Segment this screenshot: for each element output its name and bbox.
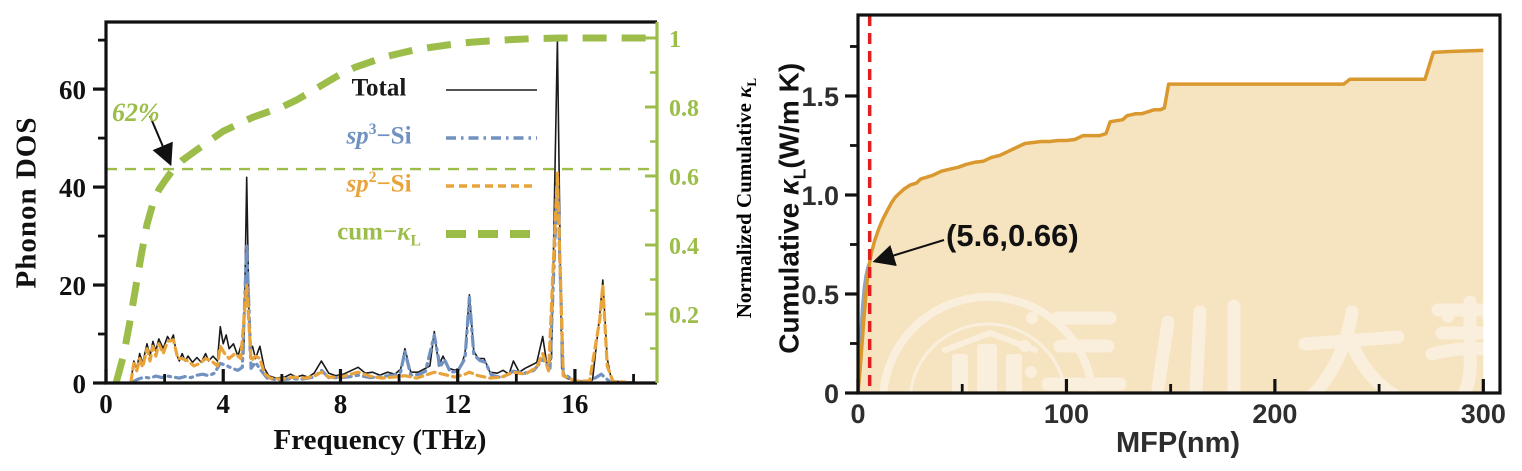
left-x-axis-title: Frequency (THz) [273,424,487,456]
y-left-tick-label: 0 [73,369,87,399]
units-text: (W/m K) [773,62,805,169]
y-tick-label: 0.5 [801,280,839,310]
x-tick-label: 300 [1461,399,1506,429]
series-cum-kappa-L [112,34,652,383]
x-tick-label: 16 [561,389,588,419]
right-y-axis-title: Cumulative κL(W/m K) [774,0,811,423]
legend-line-sample-sp3-si [446,136,537,140]
watermark-calligraphy-dot [1019,340,1031,352]
watermark-calligraphy-stroke [1425,341,1511,361]
legend-label-cum-kappa: cum−κL [337,218,421,250]
watermark-seal-inner-ring [908,322,1068,471]
legend-item-sp3-si: sp3−Si [320,114,539,162]
y-right-tick-label: 0.6 [669,165,699,191]
legend-line-sample-total [446,89,537,91]
x-tick-label: 4 [216,389,230,419]
secondary-axis-title-text: Normalized Cumulative [731,97,756,319]
legend-item-cum-kappa: cum−κL [320,210,539,258]
y-left-tick-label: 20 [59,271,86,301]
watermark-seal-pediment [942,329,1038,353]
legend: Total sp3−Si sp2−Si cum−κL [320,66,539,258]
watermark-seal-column [1006,354,1022,408]
kappa-symbol: κ [773,179,805,196]
annotation-arrow-62 [149,115,173,167]
watermark-calligraphy-stroke [1151,315,1175,395]
y-right-tick-label: 0.4 [669,234,699,260]
legend-item-total: Total [320,66,539,114]
phonon-dos-chart: 0 4 8 12 16 0 20 40 60 0.2 0.4 0.6 0.8 1 [59,20,699,419]
y-tick-label: 1.5 [801,82,839,112]
watermark-seal-column [952,354,968,408]
watermark-graphic [879,293,1511,471]
series-total [130,39,635,383]
y-left-tick-label: 40 [59,173,86,203]
y-tick-label: 0 [824,379,839,409]
area-fill-cumulative-kappa [858,50,1484,394]
y-right-tick-label: 0.8 [669,96,699,122]
watermark-calligraphy-stroke [1189,305,1207,399]
series-sp2-Si [129,170,627,384]
y-right-tick-label: 1 [669,27,681,53]
right-chart-frame [856,13,1502,395]
kappa-symbol: κ [731,86,756,98]
cumulative-kappa-chart: 0 100 200 300 0 0.5 1.0 1.5 [801,13,1511,471]
legend-item-sp2-si: sp2−Si [320,162,539,210]
watermark-seal-column [977,344,997,398]
left-chart-frame [104,20,657,385]
y-left-tick-label: 60 [59,75,86,105]
kappa-subscript: L [789,168,810,180]
legend-label-sp2-si: sp2−Si [346,169,412,198]
watermark-calligraphy-dot [1482,311,1494,323]
right-axis-title-text: Cumulative [773,195,805,354]
left-y-axis-title: Phonon DOS [10,116,43,289]
x-tick-label: 0 [850,399,865,429]
watermark-calligraphy-dot [1442,311,1454,323]
legend-line-sample-sp2-si [446,184,537,188]
x-tick-label: 100 [1044,399,1089,429]
series-cumulative-kappa-L [856,48,1484,394]
x-tick-label: 0 [99,389,113,419]
watermark-seal-outer-ring [879,293,1097,471]
watermark-calligraphy-dot [1025,366,1037,378]
watermark-calligraphy-dot [1026,312,1038,324]
right-secondary-y-axis-title: Normalized Cumulative κL [732,28,760,368]
kappa-subscript: L [744,77,760,87]
annotation-arrow-point [872,239,945,267]
legend-label-sp3-si: sp3−Si [346,121,412,150]
x-tick-label: 8 [334,389,348,419]
y-right-tick-label: 0.2 [669,303,699,329]
watermark-calligraphy-stroke [1346,339,1407,405]
watermark-calligraphy-stroke [1454,349,1477,407]
annotation-point-5-6-0-66: (5.6,0.66) [946,218,1079,253]
x-tick-label: 200 [1252,399,1297,429]
watermark-calligraphy-stroke [1298,305,1359,409]
legend-line-sample-cum-kappa [446,230,537,238]
annotation-62-percent: 62% [112,98,160,127]
legend-label-total: Total [351,74,407,102]
x-tick-label: 12 [444,389,471,419]
right-x-axis-title: MFP(nm) [1115,427,1241,459]
y-tick-label: 1.0 [801,181,839,211]
watermark-calligraphy-stroke [1298,330,1405,351]
